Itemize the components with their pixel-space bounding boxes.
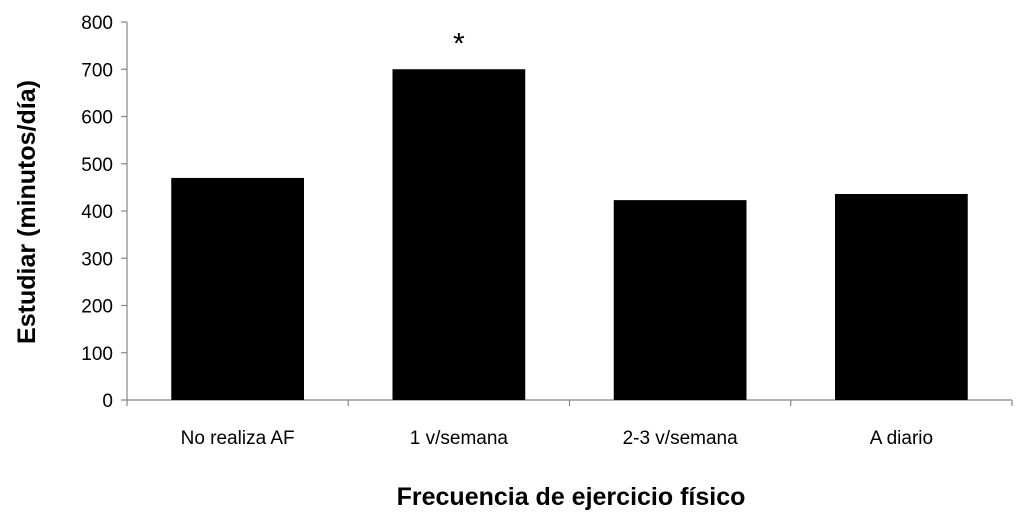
x-tick-label: No realiza AF bbox=[181, 428, 295, 449]
significance-marker: * bbox=[453, 27, 465, 60]
y-tick-label: 400 bbox=[81, 202, 113, 223]
y-tick-label: 800 bbox=[81, 13, 113, 34]
x-tick-label: A diario bbox=[870, 428, 933, 449]
x-tick-label: 1 v/semana bbox=[410, 428, 509, 449]
bar bbox=[613, 200, 747, 400]
bars bbox=[171, 69, 968, 400]
y-tick-label: 100 bbox=[81, 344, 113, 365]
y-tick-label: 500 bbox=[81, 155, 113, 176]
y-tick-label: 200 bbox=[81, 297, 113, 318]
bar bbox=[171, 177, 304, 400]
y-tick-label: 0 bbox=[102, 391, 113, 412]
y-axis: 0 100 200 300 400 500 600 700 800 bbox=[81, 13, 128, 412]
bar bbox=[835, 193, 968, 400]
y-tick-label: 300 bbox=[81, 249, 113, 270]
bar bbox=[392, 69, 526, 400]
x-tick-label: 2-3 v/semana bbox=[623, 428, 739, 449]
y-axis-title: Estudiar (minutos/día) bbox=[13, 80, 41, 344]
x-axis-title: Frecuencia de ejercicio físico bbox=[397, 483, 746, 511]
y-tick-label: 700 bbox=[81, 60, 113, 81]
y-tick-label: 600 bbox=[81, 108, 113, 129]
annotations: * bbox=[453, 27, 465, 60]
x-axis: No realiza AF 1 v/semana 2-3 v/semana A dia… bbox=[126, 399, 1013, 449]
